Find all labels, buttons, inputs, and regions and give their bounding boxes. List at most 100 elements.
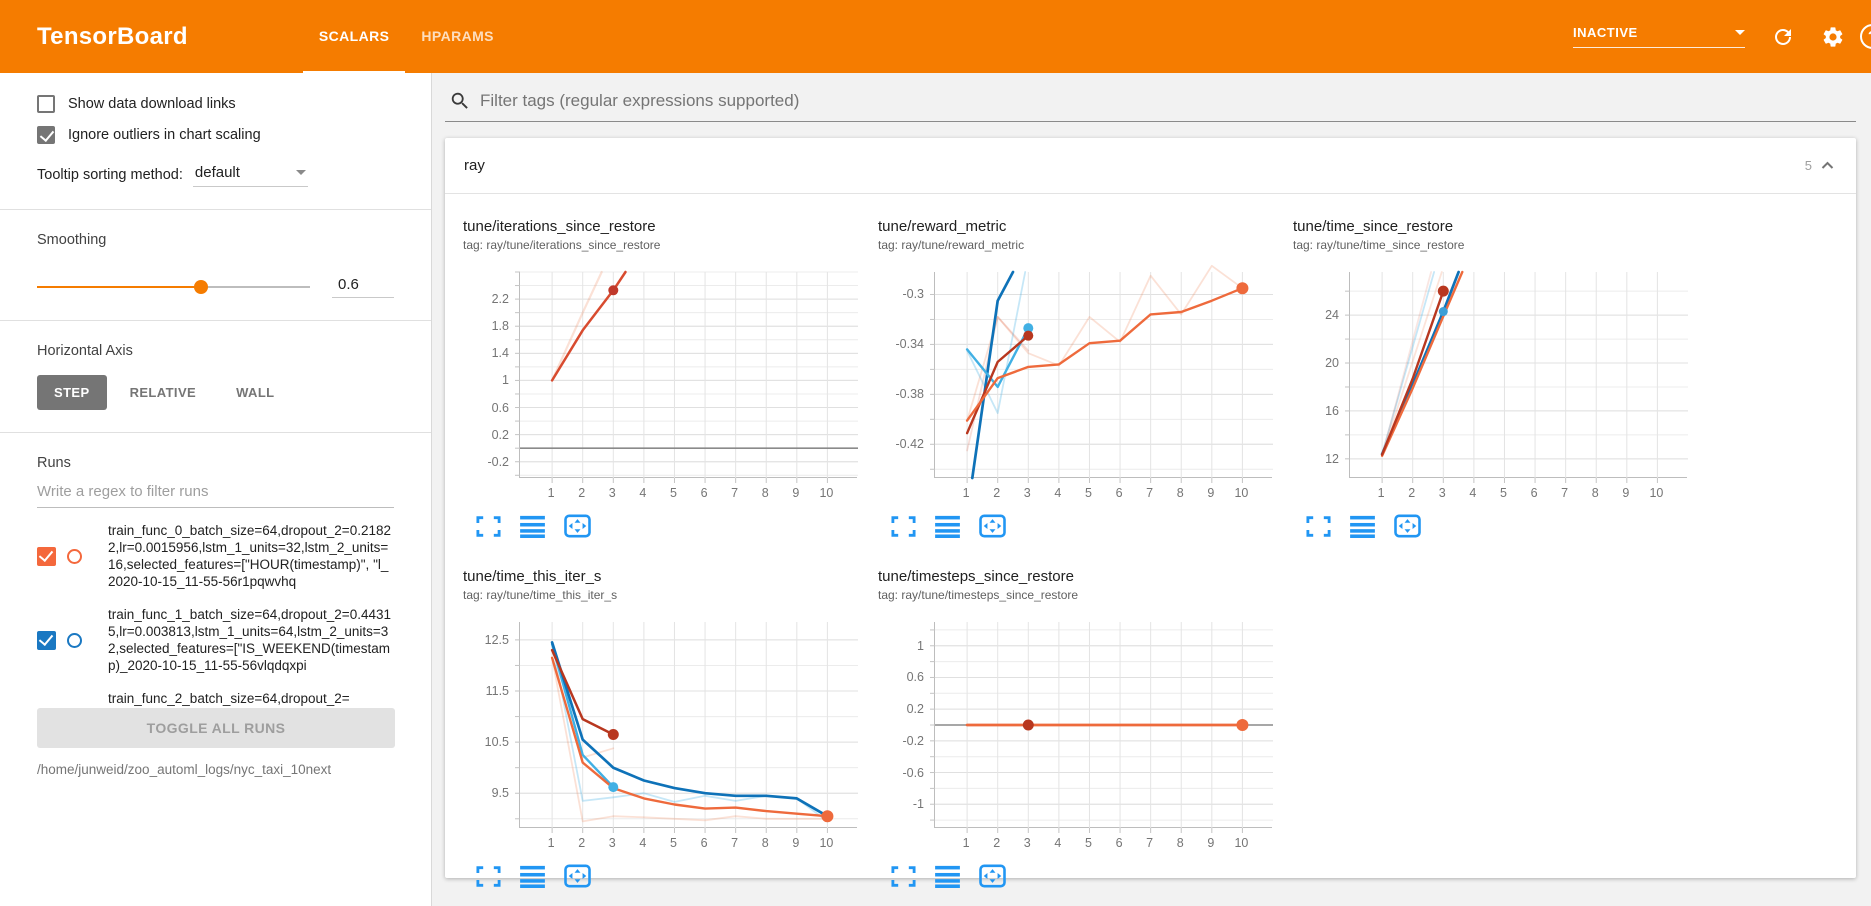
x-tick-label: 2 bbox=[993, 486, 1001, 500]
tag-group-header[interactable]: ray 5 bbox=[445, 138, 1856, 194]
chart-plot[interactable] bbox=[1345, 270, 1688, 483]
tab-scalars[interactable]: SCALARS bbox=[302, 0, 406, 73]
run-controls bbox=[37, 630, 93, 650]
expand-chart-icon[interactable] bbox=[475, 865, 502, 888]
checkbox-row-1[interactable]: Ignore outliers in chart scaling bbox=[37, 126, 394, 144]
chart-title: tune/time_this_iter_s bbox=[463, 568, 602, 585]
fit-domain-icon[interactable] bbox=[978, 514, 1007, 538]
series-line bbox=[1380, 290, 1445, 456]
series-line bbox=[1381, 271, 1435, 455]
smoothing-slider[interactable] bbox=[37, 280, 310, 294]
status-dropdown-value: INACTIVE bbox=[1573, 25, 1638, 40]
y-axis-labels: 12 16 20 24 bbox=[1293, 272, 1349, 510]
expand-chart-icon[interactable] bbox=[475, 515, 502, 538]
series-end-dot bbox=[1022, 719, 1034, 731]
chart-actions bbox=[878, 864, 1278, 888]
series-line bbox=[965, 334, 1030, 435]
chart-tag: tag: ray/tune/time_since_restore bbox=[1293, 238, 1465, 252]
checkbox[interactable] bbox=[37, 95, 55, 113]
y-tick-label: 0.6 bbox=[491, 400, 509, 415]
chart-plot-area: 12 16 20 24 1 2 3 4 5 6 7 8 9 10 bbox=[1293, 270, 1693, 510]
x-tick-label: 3 bbox=[608, 486, 616, 500]
log-scale-icon[interactable] bbox=[934, 515, 961, 538]
chart-actions bbox=[463, 864, 863, 888]
x-tick-label: 5 bbox=[1084, 486, 1092, 500]
log-scale-icon[interactable] bbox=[519, 515, 546, 538]
x-tick-label: 3 bbox=[1023, 486, 1031, 500]
y-tick-label: 11.5 bbox=[485, 684, 509, 698]
scalar-chart-card: tune/time_this_iter_s tag: ray/tune/time_… bbox=[463, 568, 863, 888]
scalar-chart-card: tune/iterations_since_restore tag: ray/tu… bbox=[463, 218, 863, 538]
run-checkbox[interactable] bbox=[37, 630, 56, 650]
series-end-dot bbox=[1023, 330, 1034, 341]
tag-group-card: ray 5 tune/iterations_since_restore tag: … bbox=[445, 138, 1856, 888]
y-tick-label: 1 bbox=[917, 638, 924, 653]
y-tick-label: 16 bbox=[1325, 403, 1339, 418]
expand-chart-icon[interactable] bbox=[1305, 515, 1332, 538]
x-tick-label: 6 bbox=[700, 486, 708, 500]
chart-plot[interactable] bbox=[515, 270, 858, 483]
chart-plot[interactable] bbox=[930, 264, 1273, 483]
run-controls bbox=[37, 546, 93, 566]
expand-chart-icon[interactable] bbox=[890, 515, 917, 538]
chart-plot[interactable] bbox=[515, 622, 858, 833]
chart-title: tune/timesteps_since_restore bbox=[878, 568, 1074, 585]
checkbox-row-0[interactable]: Show data download links bbox=[37, 95, 394, 113]
fit-domain-icon[interactable] bbox=[1393, 514, 1422, 538]
settings-gear-icon[interactable] bbox=[1821, 25, 1845, 49]
x-tick-label: 4 bbox=[1054, 486, 1062, 500]
chart-title: tune/reward_metric bbox=[878, 218, 1007, 235]
y-tick-label: -0.2 bbox=[902, 733, 924, 748]
x-tick-label: 2 bbox=[578, 486, 586, 500]
axis-option-relative[interactable]: RELATIVE bbox=[113, 375, 214, 410]
run-solo-radio[interactable] bbox=[67, 632, 82, 648]
chart-actions bbox=[878, 514, 1278, 538]
scalar-chart-card: tune/time_since_restore tag: ray/tune/tim… bbox=[1293, 218, 1693, 538]
x-tick-label: 4 bbox=[639, 836, 647, 850]
x-tick-label: 5 bbox=[1499, 486, 1507, 500]
y-tick-label: -0.6 bbox=[902, 765, 924, 780]
search-icon bbox=[451, 92, 468, 109]
log-scale-icon[interactable] bbox=[519, 865, 546, 888]
x-tick-label: 5 bbox=[669, 836, 677, 850]
runs-filter-input[interactable] bbox=[37, 473, 394, 508]
log-scale-icon[interactable] bbox=[1349, 515, 1376, 538]
axis-option-step[interactable]: STEP bbox=[37, 375, 107, 410]
status-dropdown[interactable]: INACTIVE bbox=[1573, 25, 1745, 48]
log-scale-icon[interactable] bbox=[934, 865, 961, 888]
x-axis-labels: 1 2 3 4 5 6 7 8 9 10 bbox=[1349, 486, 1687, 510]
series-line bbox=[1381, 271, 1443, 457]
x-tick-label: 2 bbox=[1408, 486, 1416, 500]
chart-plot[interactable] bbox=[930, 622, 1273, 833]
tooltip-sorting-select[interactable]: default bbox=[192, 164, 308, 187]
fit-domain-icon[interactable] bbox=[563, 514, 592, 538]
tab-hparams[interactable]: HPARAMS bbox=[421, 27, 494, 44]
axis-option-wall[interactable]: WALL bbox=[219, 375, 291, 410]
x-tick-label: 10 bbox=[1234, 836, 1249, 850]
checkbox[interactable] bbox=[37, 126, 55, 144]
run-solo-radio[interactable] bbox=[67, 548, 82, 564]
y-tick-label: -0.42 bbox=[895, 437, 925, 452]
fit-domain-icon[interactable] bbox=[978, 864, 1007, 888]
x-tick-label: 7 bbox=[1146, 486, 1154, 500]
series-line bbox=[550, 270, 603, 382]
x-tick-label: 5 bbox=[669, 486, 677, 500]
refresh-icon[interactable] bbox=[1771, 25, 1795, 49]
y-tick-label: -0.2 bbox=[487, 454, 509, 469]
fit-domain-icon[interactable] bbox=[563, 864, 592, 888]
x-tick-label: 7 bbox=[731, 836, 739, 850]
run-checkbox[interactable] bbox=[37, 546, 56, 566]
checkbox-label: Show data download links bbox=[68, 96, 236, 112]
expand-chart-icon[interactable] bbox=[890, 865, 917, 888]
series-end-dot bbox=[1236, 282, 1249, 295]
chevron-up-icon[interactable] bbox=[1821, 161, 1834, 170]
smoothing-slider-knob[interactable] bbox=[193, 280, 208, 294]
toggle-all-runs-button[interactable]: TOGGLE ALL RUNS bbox=[37, 708, 395, 748]
smoothing-value[interactable]: 0.6 bbox=[332, 276, 394, 298]
smoothing-label: Smoothing bbox=[37, 232, 107, 248]
tag-filter-input[interactable] bbox=[480, 91, 1852, 111]
x-tick-label: 8 bbox=[1176, 836, 1184, 850]
x-tick-label: 7 bbox=[731, 486, 739, 500]
x-tick-label: 7 bbox=[1561, 486, 1569, 500]
x-tick-label: 2 bbox=[993, 836, 1001, 850]
